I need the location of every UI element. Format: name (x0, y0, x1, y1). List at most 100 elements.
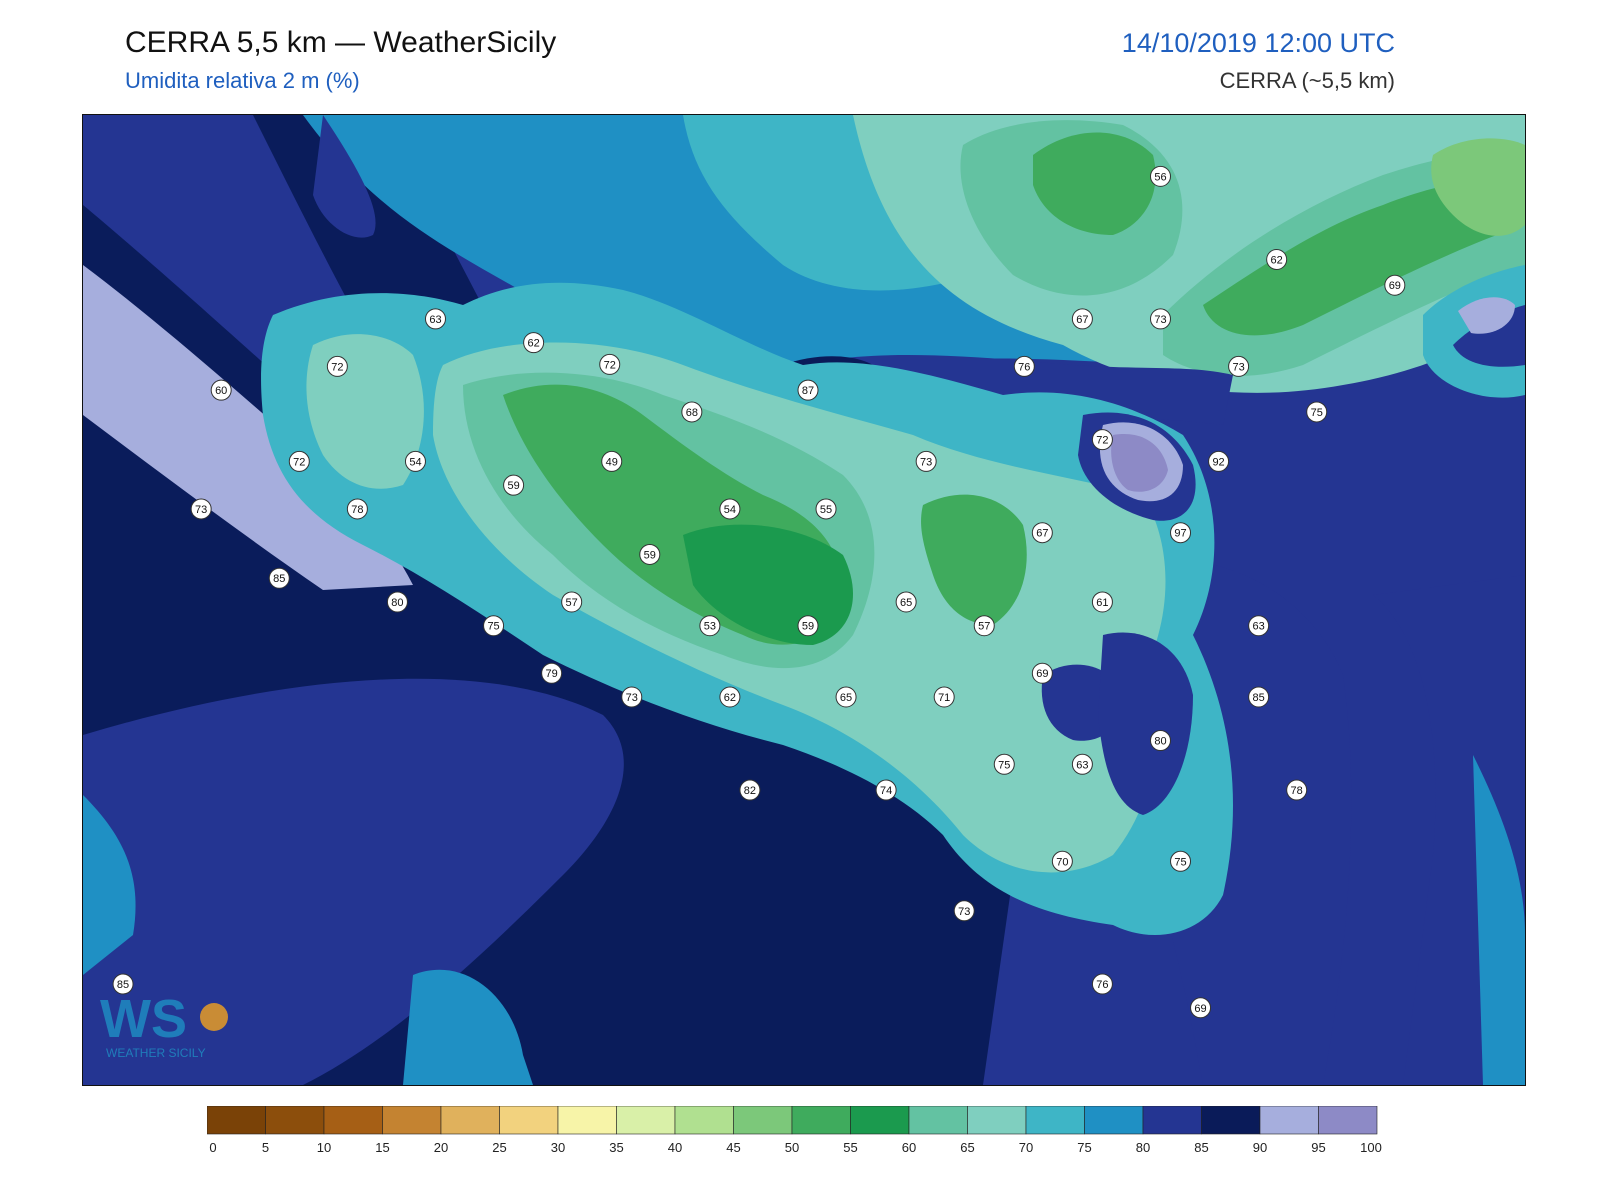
colorbar-tick-label: 5 (262, 1140, 269, 1155)
station-value: 62 (1271, 255, 1283, 267)
station-value: 85 (1253, 692, 1265, 704)
station-marker: 53 (699, 615, 721, 637)
station-value: 73 (626, 692, 638, 704)
station-marker: 62 (523, 332, 545, 354)
colorbar-swatch (1084, 1106, 1144, 1135)
station-marker: 65 (835, 686, 857, 708)
station-marker: 67 (1071, 308, 1093, 330)
colorbar-tick-label: 70 (1019, 1140, 1033, 1155)
station-value: 76 (1018, 361, 1030, 373)
colorbar-swatch (1259, 1106, 1319, 1135)
colorbar-swatch (791, 1106, 851, 1135)
colorbar-swatch (616, 1106, 676, 1135)
colorbar-swatch (1201, 1106, 1261, 1135)
station-value: 63 (429, 314, 441, 326)
station-marker: 75 (483, 615, 505, 637)
station-marker: 69 (1031, 662, 1053, 684)
station-marker: 87 (797, 379, 819, 401)
colorbar-tick-label: 90 (1253, 1140, 1267, 1155)
colorbar-tick-label: 55 (843, 1140, 857, 1155)
station-value: 87 (802, 385, 814, 397)
station-marker: 85 (112, 973, 134, 995)
station-marker: 56 (1149, 165, 1171, 187)
colorbar-swatch (1318, 1106, 1378, 1135)
station-value: 78 (1291, 785, 1303, 797)
station-value: 61 (1096, 597, 1108, 609)
station-marker: 63 (1248, 615, 1270, 637)
station-marker: 76 (1013, 355, 1035, 377)
colorbar-swatch (850, 1106, 910, 1135)
colorbar-swatch (207, 1106, 266, 1135)
station-marker: 57 (561, 591, 583, 613)
station-marker: 49 (601, 450, 623, 472)
station-value: 74 (880, 785, 892, 797)
station-marker: 73 (621, 686, 643, 708)
station-value: 73 (958, 906, 970, 918)
colorbar-tick-label: 45 (726, 1140, 740, 1155)
station-marker: 68 (681, 401, 703, 423)
model-label: CERRA (~5,5 km) (1219, 68, 1395, 93)
station-marker: 75 (1306, 401, 1328, 423)
station-value: 79 (546, 668, 558, 680)
colorbar-swatch (557, 1106, 617, 1135)
colorbar-tick-label: 20 (434, 1140, 448, 1155)
station-value: 67 (1076, 314, 1088, 326)
station-value: 57 (978, 621, 990, 633)
station-value: 69 (1389, 280, 1401, 292)
station-marker: 60 (210, 379, 232, 401)
station-marker: 72 (599, 353, 621, 375)
station-marker: 69 (1190, 997, 1212, 1019)
station-marker: 63 (1071, 753, 1093, 775)
station-marker: 73 (1149, 308, 1171, 330)
colorbar-tick-label: 0 (209, 1140, 216, 1155)
station-value: 72 (331, 361, 343, 373)
station-value: 78 (351, 504, 363, 516)
logo-text: WEATHER SICILY (106, 1046, 206, 1060)
station-marker: 72 (326, 355, 348, 377)
station-value: 85 (273, 573, 285, 585)
station-marker: 78 (346, 498, 368, 520)
colorbar-tick-label: 40 (668, 1140, 682, 1155)
station-value: 75 (998, 759, 1010, 771)
station-marker: 62 (1266, 249, 1288, 271)
station-value: 80 (1154, 736, 1166, 748)
colorbar-swatch (967, 1106, 1027, 1135)
station-marker: 67 (1031, 522, 1053, 544)
station-value: 59 (802, 621, 814, 633)
station-value: 60 (215, 385, 227, 397)
station-value: 49 (606, 456, 618, 468)
station-marker: 80 (386, 591, 408, 613)
station-value: 75 (1174, 856, 1186, 868)
colorbar-tick-label: 75 (1077, 1140, 1091, 1155)
colorbar-tick-label: 80 (1136, 1140, 1150, 1155)
station-value: 76 (1096, 979, 1108, 991)
station-value: 54 (724, 504, 736, 516)
station-marker: 59 (503, 474, 525, 496)
station-value: 73 (920, 456, 932, 468)
colorbar-swatch (323, 1106, 383, 1135)
variable-subtitle: Umidita relativa 2 m (%) (125, 68, 360, 93)
station-value: 73 (1232, 361, 1244, 373)
map-canvas: 70 59 56 62 69 63 62 67 73 72 72 76 73 60 87 68 75 72 72 54… (83, 115, 1525, 1085)
colorbar-swatch (733, 1106, 793, 1135)
station-value: 59 (644, 549, 656, 561)
station-marker: 61 (1091, 591, 1113, 613)
station-value: 54 (409, 456, 421, 468)
station-value: 55 (820, 504, 832, 516)
colorbar-tick-label: 50 (785, 1140, 799, 1155)
station-marker: 97 (1170, 522, 1192, 544)
colorbar-swatch (499, 1106, 559, 1135)
station-marker: 73 (915, 450, 937, 472)
station-marker: 85 (1248, 686, 1270, 708)
station-value: 73 (195, 504, 207, 516)
station-marker: 85 (268, 567, 290, 589)
station-value: 75 (487, 621, 499, 633)
valid-date: 14/10/2019 12:00 UTC (1121, 28, 1395, 58)
station-marker: 54 (719, 498, 741, 520)
colorbar-swatch (908, 1106, 968, 1135)
station-value: 63 (1076, 759, 1088, 771)
station-marker: 71 (933, 686, 955, 708)
station-value: 67 (1036, 528, 1048, 540)
station-value: 69 (1036, 668, 1048, 680)
station-marker: 63 (424, 308, 446, 330)
